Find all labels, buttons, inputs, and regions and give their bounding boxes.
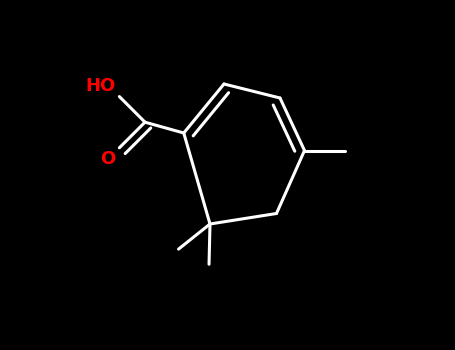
Text: HO: HO (86, 77, 116, 95)
Text: O: O (101, 149, 116, 168)
